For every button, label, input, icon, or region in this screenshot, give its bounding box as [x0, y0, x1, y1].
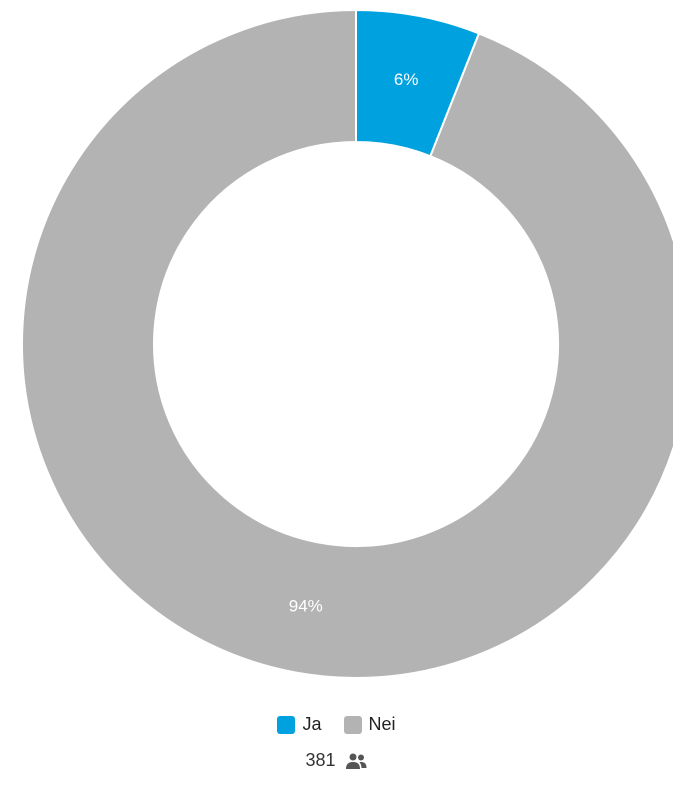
legend-item-ja[interactable]: Ja: [277, 714, 322, 735]
legend-label-ja: Ja: [302, 714, 322, 734]
donut-chart: 6% 94%: [21, 8, 673, 679]
people-icon: [345, 753, 367, 769]
legend-swatch-ja: [277, 715, 296, 734]
legend-label-nei: Nei: [368, 714, 396, 734]
respondent-count-value: 381: [305, 750, 336, 770]
legend-item-nei[interactable]: Nei: [343, 714, 396, 735]
slice-nei[interactable]: [21, 8, 673, 679]
slice-label-ja: 6%: [394, 70, 419, 89]
legend-swatch-nei: [343, 715, 362, 734]
legend: Ja Nei: [0, 714, 673, 735]
respondent-count: 381: [0, 750, 673, 771]
slice-label-nei: 94%: [289, 597, 323, 616]
